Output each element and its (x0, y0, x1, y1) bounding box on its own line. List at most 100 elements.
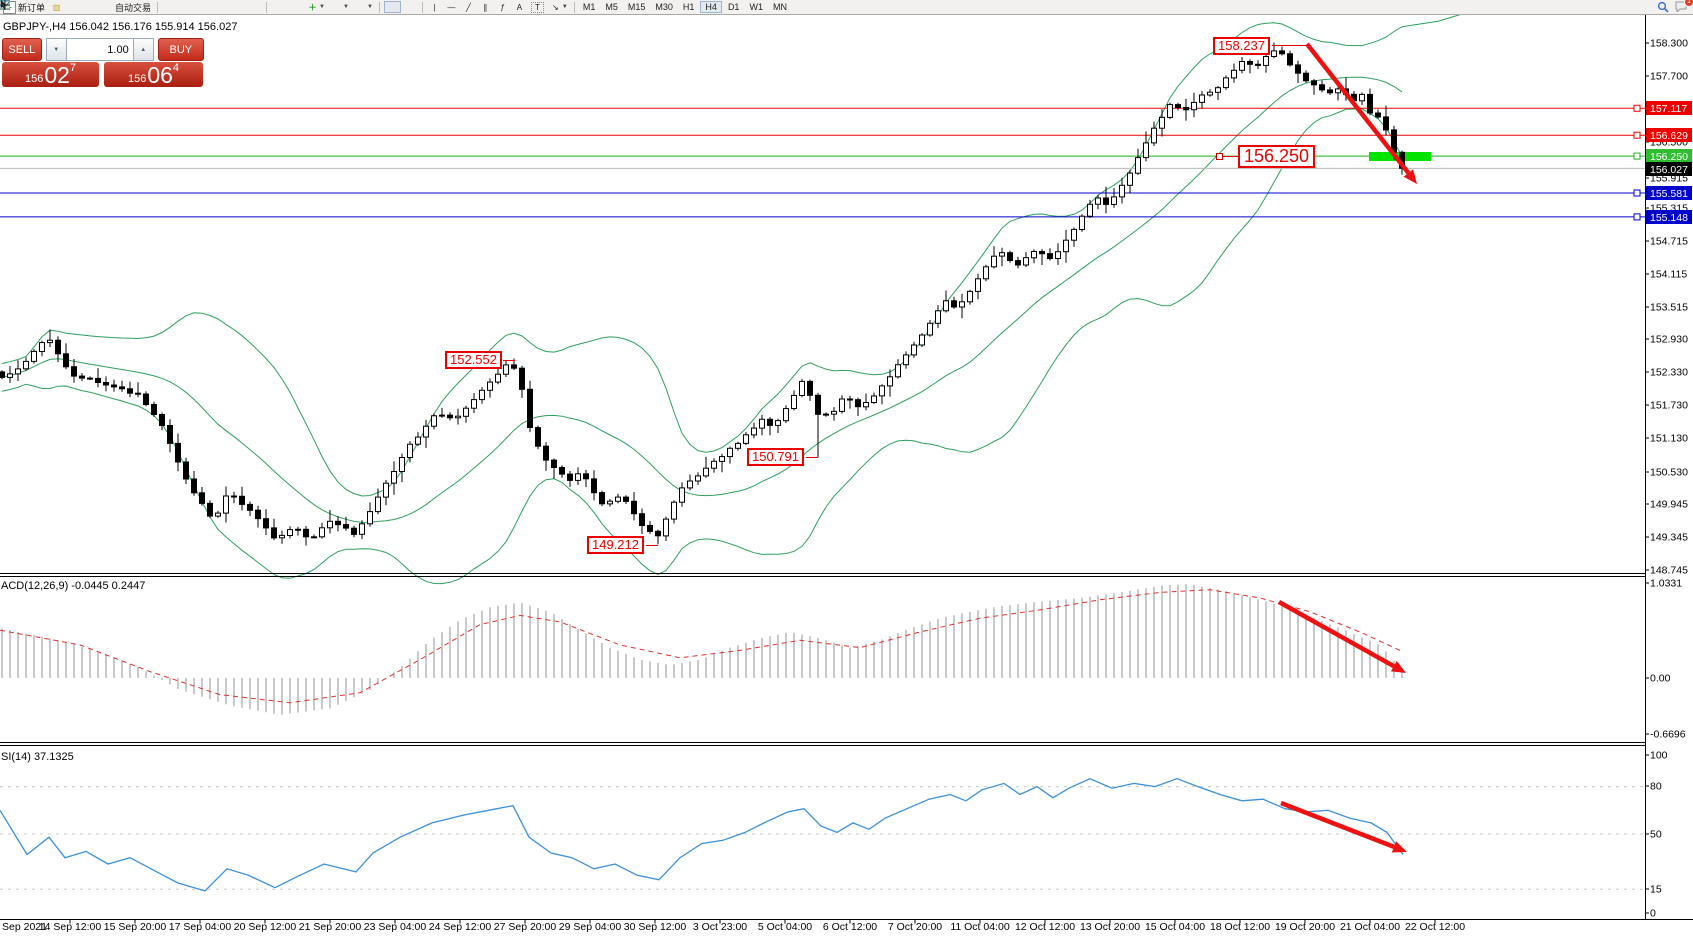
new-order-label: 新订单 (18, 2, 46, 13)
macd-scale-label: 1.0331 (1650, 578, 1682, 590)
buy-button[interactable]: BUY (157, 38, 204, 61)
trend-arrow-line[interactable] (1280, 800, 1395, 849)
trend-arrow-head (1390, 660, 1406, 673)
timeframe-H1[interactable]: H1 (682, 2, 695, 12)
bollinger-bands (1, 0, 1501, 585)
timeframe-M5[interactable]: M5 (605, 2, 618, 12)
candle-body (343, 524, 349, 529)
chart-shift-button[interactable] (2, 1, 303, 13)
search-button[interactable] (1657, 1, 1673, 13)
zoom-out-button[interactable] (1, 1, 245, 13)
dropdown-caret-icon: ▼ (342, 4, 349, 10)
volume-input[interactable] (66, 38, 133, 61)
candle-body (415, 436, 421, 445)
candle-body (1335, 88, 1341, 94)
price-callout-158.237[interactable]: 158.237 (1213, 37, 1270, 55)
template-icon (0, 0, 366, 13)
line-chart-button[interactable] (0, 0, 211, 13)
rsi-scale-label: 0 (1650, 908, 1656, 920)
zoom-in-button[interactable] (1, 1, 228, 13)
price-callout-152.552[interactable]: 152.552 (445, 351, 502, 369)
candle-body (487, 381, 493, 391)
fibonacci-tool[interactable]: ƒ (495, 1, 510, 13)
contacts-button[interactable] (1, 1, 81, 13)
time-label: 23 Sep 04:00 (364, 921, 427, 933)
channel-tool[interactable]: ∥ (478, 1, 493, 13)
timeframe-M30[interactable]: M30 (655, 2, 673, 12)
timeframe-W1[interactable]: W1 (749, 2, 763, 12)
candle-body (1263, 56, 1269, 66)
price-callout-150.791[interactable]: 150.791 (747, 448, 804, 466)
candle-body (735, 442, 741, 449)
trend-arrow-line[interactable] (1277, 600, 1395, 669)
candle-body (1159, 116, 1165, 129)
candle-body (367, 511, 373, 525)
time-label: 17 Sep 04:00 (169, 921, 232, 933)
time-label: 20 Sep 12:00 (234, 921, 297, 933)
cursor-icon (1, 0, 398, 13)
label-tool[interactable]: T (529, 1, 546, 13)
candle-body (1111, 196, 1117, 205)
candle-body (559, 467, 565, 475)
candle-body (1031, 251, 1037, 259)
candle-body (975, 278, 981, 292)
candle-body (903, 354, 909, 366)
candle-body (1183, 107, 1189, 111)
price-tick-label: 149.945 (1650, 499, 1688, 511)
price-badge (1646, 162, 1692, 176)
candle-body (151, 404, 157, 415)
macd-scale-label: 0.00 (1650, 673, 1671, 685)
sell-price-box[interactable]: 156 02 7 (2, 62, 99, 87)
timeframe-D1[interactable]: D1 (727, 2, 740, 12)
periods-button[interactable]: ▼ (0, 0, 351, 13)
candle-body (0, 371, 5, 378)
templates-button[interactable]: ▼ (0, 0, 375, 13)
indicators-button[interactable]: ＋ ▼ (305, 1, 327, 13)
candle-body (591, 478, 597, 494)
timeframe-M15[interactable]: M15 (627, 2, 646, 12)
chat-button[interactable]: 1 (1675, 0, 1693, 13)
volume-increase-button[interactable]: ▲ (132, 38, 154, 61)
dropdown-caret-icon: ▼ (319, 4, 325, 10)
market-watch-button[interactable]: ▥ (49, 1, 64, 13)
sell-button[interactable]: SELL (2, 38, 42, 61)
candle-body (391, 471, 397, 484)
person-icon (1, 1, 79, 13)
price-callout-149.212[interactable]: 149.212 (587, 536, 644, 554)
buy-price-box[interactable]: 156 06 4 (104, 62, 203, 87)
level-line-anchor (1633, 189, 1641, 197)
text-tool[interactable]: A (512, 1, 527, 13)
timeframe-M1[interactable]: M1 (582, 2, 596, 12)
chart-title: GBPJPY-,H4 156.042 156.176 155.914 156.0… (3, 21, 238, 33)
crosshair-tool-button[interactable] (0, 0, 418, 13)
signals-button[interactable] (0, 1, 98, 13)
tile-windows-button[interactable] (0, 0, 262, 13)
candle-body (39, 342, 45, 353)
candle-body (271, 527, 277, 539)
rsi-panel (0, 777, 1645, 892)
candle-body (631, 500, 637, 515)
candle-body (719, 456, 725, 462)
auto-trading-button[interactable]: 自动交易 (1, 1, 153, 13)
timeframe-group: M1 M5 M15 M30 H1 H4 D1 W1 MN (578, 1, 792, 13)
time-label: 27 Sep 20:00 (494, 921, 557, 933)
horizontal-line-tool[interactable]: — (444, 1, 459, 13)
cursor-tool-button[interactable] (1, 0, 401, 13)
candle-body (335, 520, 341, 526)
vertical-line-tool[interactable]: | (427, 1, 442, 13)
trendline-tool[interactable]: ╱ (461, 1, 476, 13)
candlestick-button[interactable] (1, 0, 194, 13)
volume-decrease-button[interactable]: ▼ (45, 38, 67, 61)
price-callout-156.250[interactable]: 156.250 (1238, 145, 1316, 168)
trend-arrow-line[interactable] (1305, 42, 1411, 175)
arrows-tool[interactable]: ↘ ▼ (548, 1, 570, 13)
candle-body (767, 418, 773, 426)
timeframe-MN[interactable]: MN (772, 2, 787, 12)
signal-icon (0, 2, 96, 13)
time-label: 3 Oct 23:00 (693, 921, 747, 933)
candle-body (231, 495, 237, 498)
timeframe-H4[interactable]: H4 (700, 1, 722, 13)
bar-chart-button[interactable] (1, 1, 177, 13)
auto-scroll-button[interactable] (1, 1, 286, 13)
